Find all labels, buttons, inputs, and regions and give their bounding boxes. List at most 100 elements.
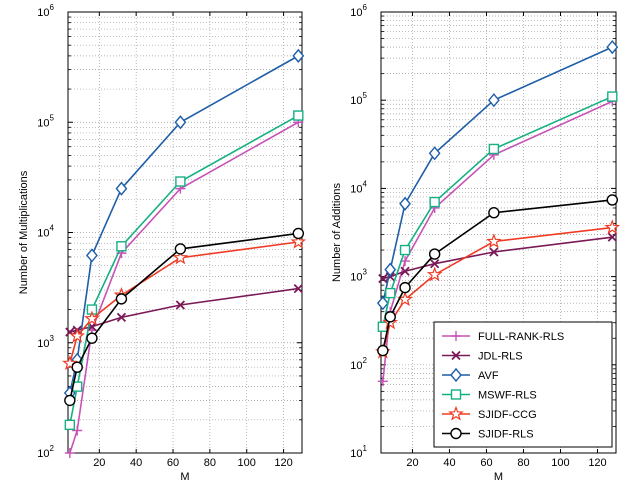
data-point (430, 259, 440, 269)
legend-entry-avf: AVF (442, 367, 499, 383)
data-point (84, 310, 100, 326)
data-point (116, 241, 127, 252)
data-point (64, 419, 76, 431)
series-avf (376, 40, 619, 311)
x-tick-label: 100 (238, 457, 256, 469)
series-line-full-rank-rls (69, 121, 299, 454)
series-sjidf-rls (377, 194, 618, 357)
x-axis-label: M (494, 471, 503, 483)
series-line-sjidf-ccg (382, 226, 613, 353)
data-point (64, 448, 75, 458)
x-tick-label: 100 (551, 457, 569, 469)
series-line-jdl-rls (69, 287, 299, 333)
data-point (429, 196, 440, 208)
data-point (377, 344, 389, 357)
y-tick-label: 102 (37, 444, 54, 460)
legend-entry-sjidf-ccg: SJIDF-CCG (442, 405, 537, 421)
x-tick-label: 40 (130, 457, 142, 469)
legend-label: AVF (478, 370, 499, 382)
data-point (606, 194, 618, 206)
data-point (399, 281, 411, 294)
legend-label: SJIDF-CCG (478, 409, 537, 421)
legend-marker (451, 331, 461, 341)
data-point (115, 181, 128, 196)
data-point (399, 196, 411, 211)
legend-entry-mswf-rls: MSWF-RLS (442, 389, 537, 402)
x-tick-label: 60 (167, 457, 179, 469)
data-point (72, 425, 83, 436)
data-point (174, 243, 187, 255)
series-jdl-rls (65, 283, 303, 337)
data-point (606, 40, 619, 55)
y-tick-label: 102 (350, 356, 367, 372)
series-line-mswf-rls (69, 114, 299, 426)
data-point (384, 311, 396, 323)
y-tick-label: 103 (37, 334, 54, 350)
data-point (290, 233, 307, 249)
x-tick-label: 80 (517, 457, 529, 469)
series-mswf-rls (64, 110, 304, 431)
data-point (172, 249, 189, 265)
legend-label: FULL-RANK-RLS (478, 331, 564, 343)
data-point (486, 233, 502, 249)
data-point (115, 293, 128, 305)
data-point (489, 247, 499, 257)
y-tick-label: 104 (350, 179, 367, 195)
data-point (385, 287, 396, 299)
data-point (64, 394, 76, 407)
data-point (116, 312, 127, 322)
data-point (428, 146, 441, 161)
legend-entry-sjidf-rls: SJIDF-RLS (442, 427, 534, 441)
y-tick-label: 106 (37, 3, 54, 19)
data-point (377, 321, 389, 332)
data-point (607, 232, 617, 242)
y-tick-label: 101 (350, 444, 367, 460)
series-line-sjidf-rls (382, 199, 613, 351)
series-line-sjidf-ccg (69, 241, 299, 364)
y-axis-label: Number of Additions (331, 182, 343, 282)
legend-marker (450, 389, 462, 400)
x-axis-label: M (180, 471, 189, 483)
legend-entry-jdl-rls: JDL-RLS (442, 351, 523, 363)
data-point (292, 48, 305, 63)
data-point (604, 219, 621, 235)
data-point (175, 176, 186, 187)
y-axis-label: Number of Multiplications (18, 170, 30, 294)
x-tick-label: 40 (443, 457, 455, 469)
data-point (86, 248, 98, 263)
data-point (378, 273, 388, 284)
data-point (292, 227, 305, 240)
data-point (399, 244, 411, 256)
legend-marker (448, 405, 464, 421)
grid (68, 12, 302, 453)
data-point (377, 376, 388, 387)
data-point (384, 262, 397, 277)
x-tick-label: 20 (93, 457, 105, 469)
series-sjidf-rls (64, 227, 305, 407)
data-point (487, 93, 500, 108)
y-tick-label: 104 (37, 224, 54, 240)
series-line-mswf-rls (382, 95, 613, 327)
y-tick-label: 106 (350, 3, 367, 19)
data-point (488, 207, 500, 219)
data-point (293, 283, 303, 294)
series-avf (63, 48, 305, 401)
x-tick-label: 120 (588, 457, 606, 469)
multiplications-chart: 20 40 60 80 100 120 102 103 104 105 106 M Number of … (18, 3, 307, 483)
x-tick-label: 80 (204, 457, 216, 469)
series-line-sjidf-rls (69, 232, 299, 401)
y-tick-label: 105 (37, 113, 54, 129)
legend-entry-full-rank-rls: FULL-RANK-RLS (442, 331, 564, 343)
data-point (62, 355, 78, 371)
data-point (174, 115, 187, 130)
data-point (400, 266, 410, 276)
data-point (488, 143, 500, 155)
y-tick-label: 103 (350, 268, 367, 284)
y-tick-label: 105 (350, 91, 367, 107)
series-mswf-rls (377, 91, 618, 332)
data-point (607, 91, 618, 102)
legend: FULL-RANK-RLS JDL-RLS AVF MSWF-RLS SJIDF-CCG… (433, 321, 613, 448)
data-point (376, 296, 389, 311)
legend-marker (450, 427, 462, 440)
data-point (71, 361, 83, 373)
